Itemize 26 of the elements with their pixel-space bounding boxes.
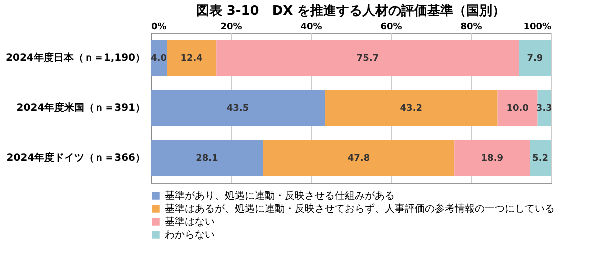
data-label: 5.2 [532,154,549,164]
legend-label: 基準はあるが、処遇に連動・反映させておらず、人事評価の参考情報の一つにしている [165,203,555,215]
legend-label: 基準があり、処遇に連動・反映させる仕組みがある [165,190,395,202]
data-label: 75.7 [356,54,380,64]
x-tick-label: 40% [300,22,322,32]
x-tick-label: 80% [460,22,482,32]
x-tick-label: 100% [524,22,552,32]
data-label: 47.8 [348,154,370,164]
data-label: 28.1 [196,154,218,164]
legend-label: わからない [165,230,215,241]
data-label: 7.9 [527,54,544,64]
data-label: 3.3 [536,104,552,114]
legend-label: 基準はない [165,216,215,228]
y-tick-label: 2024年度ドイツ（ｎ＝366） [6,152,146,164]
x-tick-label: 20% [220,22,242,32]
data-label: 18.9 [481,154,504,164]
data-label: 43.5 [226,104,250,114]
data-label: 10.0 [506,104,529,114]
x-tick-label: 60% [380,22,402,32]
data-label: 43.2 [400,104,423,114]
data-label: 4.0 [151,54,167,64]
chart-title: 図表 3-10 DX を推進する人材の評価基準（国別） [196,3,506,19]
y-tick-label: 2024年度米国（ｎ＝391） [16,102,146,114]
x-tick-label: 0% [152,22,167,32]
data-label: 12.4 [180,54,203,64]
y-tick-label: 2024年度日本（ｎ＝1,190） [6,52,146,64]
